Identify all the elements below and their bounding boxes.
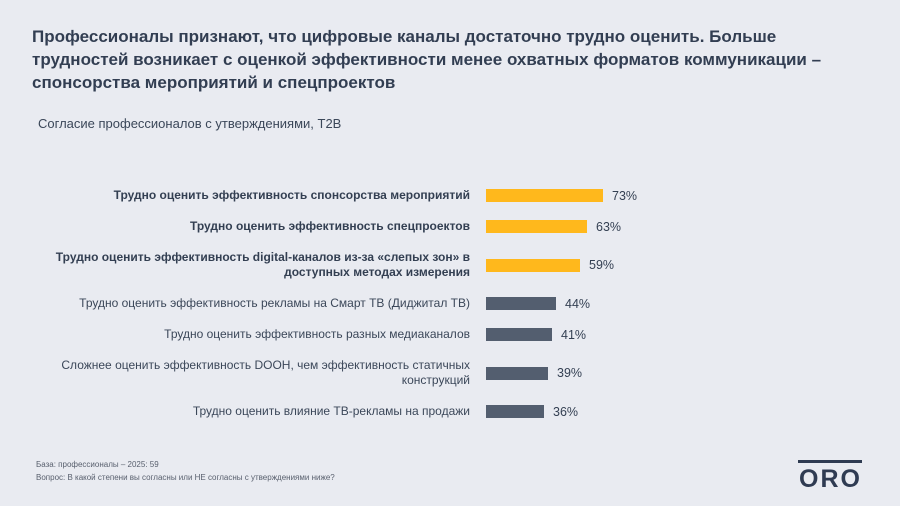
- bar-label: Трудно оценить эффективность спонсорства…: [113, 188, 470, 202]
- bar-track: [486, 258, 580, 272]
- bar: [486, 297, 556, 310]
- bar: [486, 328, 552, 341]
- chart-subtitle: Согласие профессионалов с утверждениями,…: [38, 116, 342, 131]
- logo: ORO: [798, 460, 862, 492]
- bar-label: Трудно оценить эффективность рекламы на …: [79, 296, 470, 310]
- chart-row: Трудно оценить эффективность спонсорства…: [36, 188, 637, 203]
- bar: [486, 405, 544, 418]
- logo-bar: [798, 460, 862, 463]
- bar-value: 63%: [596, 219, 622, 234]
- chart-row: Трудно оценить эффективность рекламы на …: [36, 296, 637, 311]
- bar-track: [486, 405, 544, 419]
- bar-chart: Трудно оценить эффективность спонсорства…: [36, 188, 637, 419]
- bar: [486, 366, 548, 380]
- bar-label: Трудно оценить влияние ТВ-рекламы на про…: [192, 404, 470, 418]
- bar-track: [486, 189, 603, 203]
- bar-label: Трудно оценить эффективность разных меди…: [164, 327, 470, 341]
- chart-row: Трудно оценить эффективность digital-кан…: [36, 250, 637, 280]
- bar: [486, 189, 603, 202]
- bar-value: 41%: [561, 327, 587, 342]
- footnote: База: профессионалы – 2025: 59 Вопрос: В…: [36, 459, 335, 484]
- bar: [486, 258, 580, 272]
- bar-track: [486, 297, 556, 311]
- chart-row: Трудно оценить эффективность спецпроекто…: [36, 219, 637, 234]
- bar-track: [486, 328, 552, 342]
- bar-label: Трудно оценить эффективность спецпроекто…: [190, 219, 470, 233]
- chart-row: Сложнее оценить эффективность DOOH, чем …: [36, 358, 637, 388]
- bar-value: 44%: [565, 296, 591, 311]
- bar-value: 39%: [557, 366, 583, 380]
- slide-title: Профессионалы признают, что цифровые кан…: [32, 27, 822, 92]
- bar-label: Трудно оценить эффективность digital-кан…: [55, 250, 470, 279]
- bar-value: 73%: [612, 188, 638, 203]
- bar-track: [486, 220, 587, 234]
- bar-value: 59%: [589, 258, 615, 272]
- chart-row: Трудно оценить эффективность разных меди…: [36, 327, 637, 342]
- bar-label: Сложнее оценить эффективность DOOH, чем …: [61, 358, 470, 387]
- footnote-question: Вопрос: В какой степени вы согласны или …: [36, 472, 335, 482]
- chart-row: Трудно оценить влияние ТВ-рекламы на про…: [36, 404, 637, 419]
- bar-value: 36%: [553, 404, 579, 419]
- logo-text: ORO: [799, 465, 862, 493]
- bar-track: [486, 366, 548, 380]
- bar: [486, 220, 587, 233]
- footnote-base: База: профессионалы – 2025: 59: [36, 460, 159, 470]
